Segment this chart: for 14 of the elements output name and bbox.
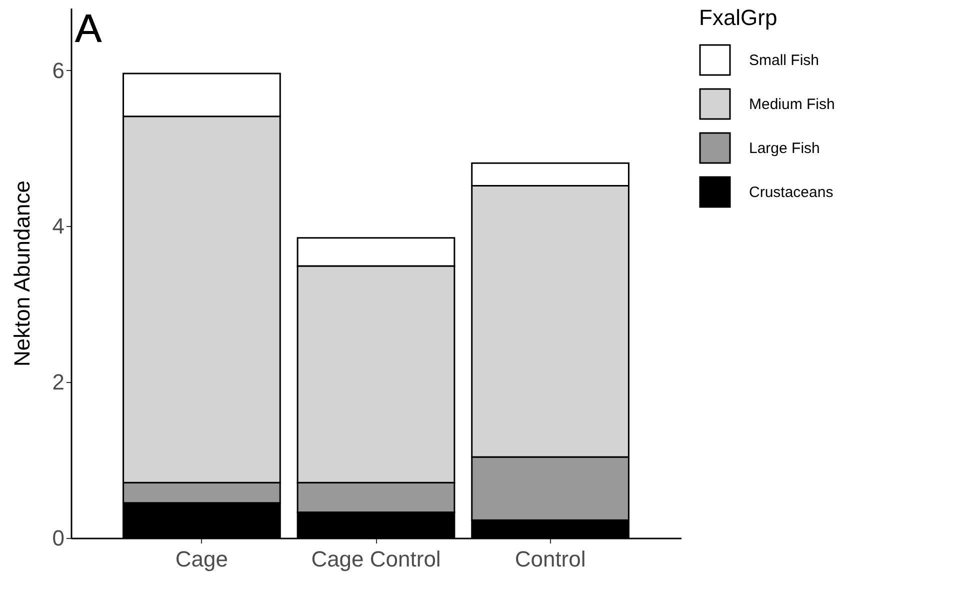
legend-label: Medium Fish [749,96,835,113]
x-tick-label: Cage Control [311,546,441,572]
x-tick-label: Control [514,546,586,572]
y-tick-label: 4 [52,214,64,239]
y-axis-title: Nekton Abundance [9,180,34,366]
legend-label: Large Fish [749,140,820,157]
y-tick-label: 2 [52,370,64,395]
annotation: A [75,7,102,51]
x-tick-label: Cage [175,546,228,572]
legend-label: Crustaceans [749,184,834,201]
y-tick-label: 6 [52,58,64,83]
y-tick-label: 0 [52,526,64,550]
legend-title: FxalGrp [699,5,778,30]
legend-label: Small Fish [749,52,820,69]
